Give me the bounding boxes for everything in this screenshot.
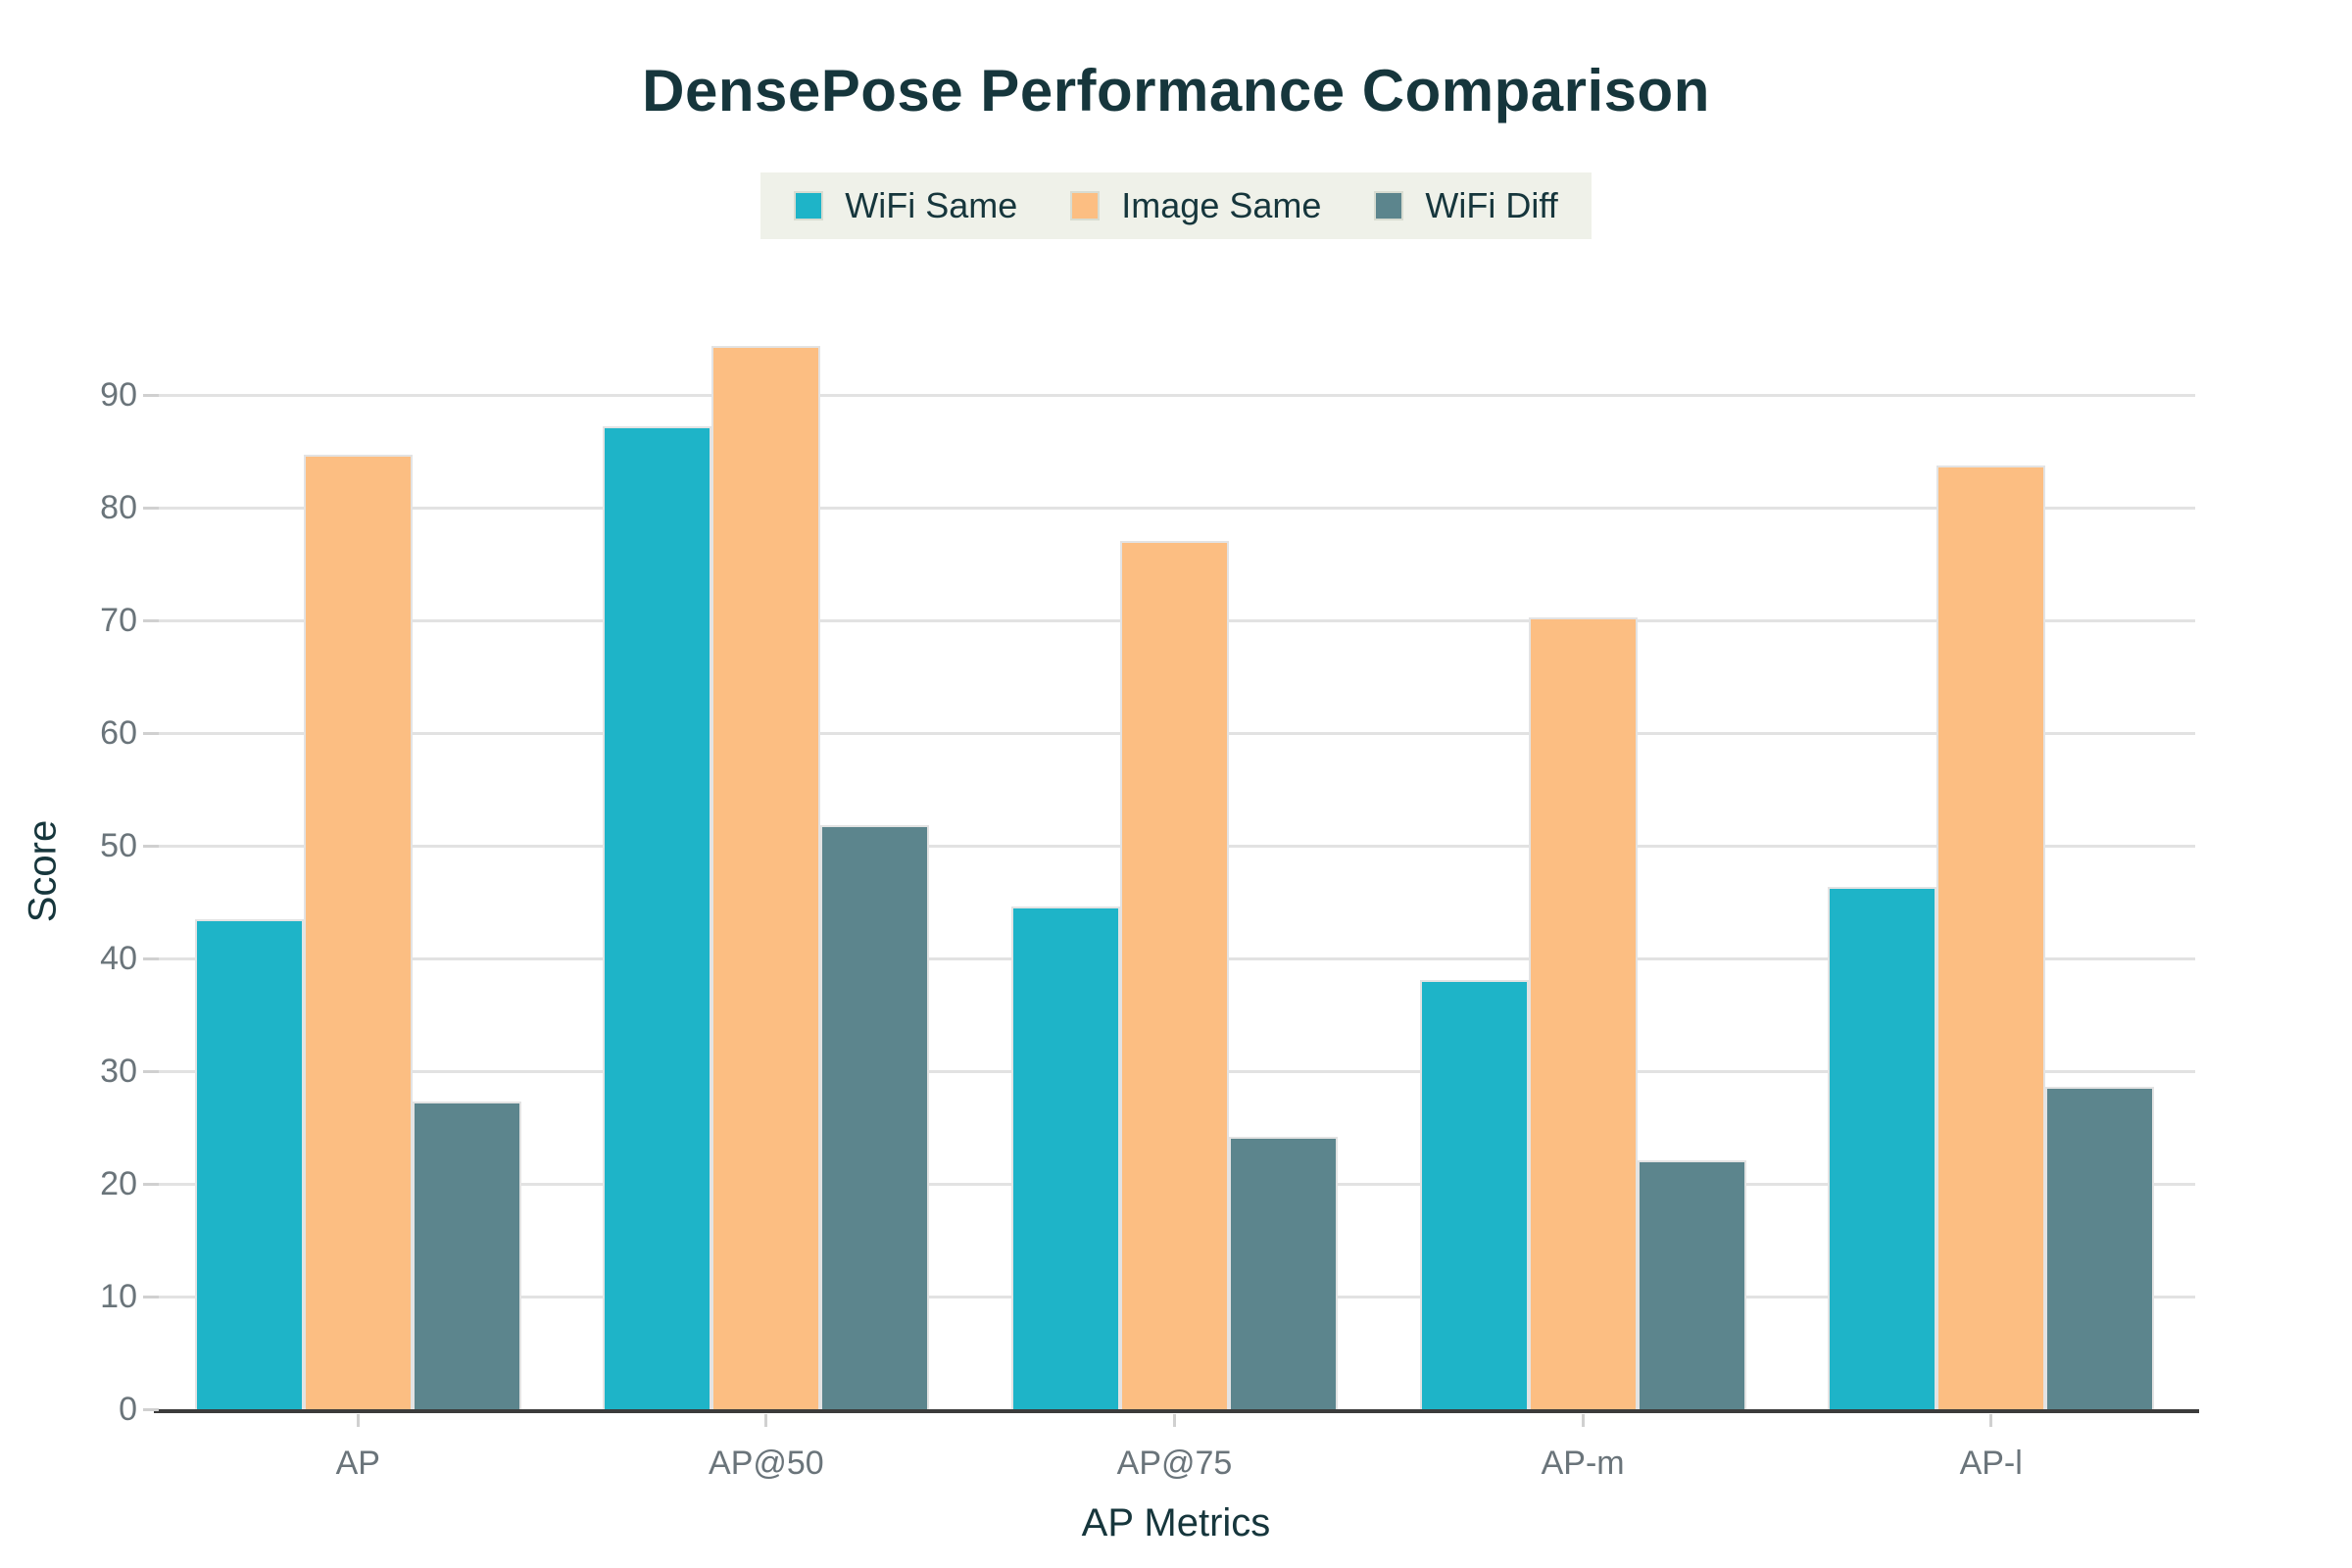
chart-title: DensePose Performance Comparison xyxy=(642,58,1710,123)
legend-item-wifi-same[interactable]: WiFi Same xyxy=(794,185,1017,226)
y-tick-mark xyxy=(143,393,159,397)
y-tick-label-40: 40 xyxy=(100,940,137,978)
x-tick-label-ap@75: AP@75 xyxy=(1116,1445,1233,1482)
bar-ap@75-image-same xyxy=(1120,540,1229,1409)
x-tick-mark xyxy=(764,1414,768,1427)
legend-swatch-icon xyxy=(1374,191,1404,220)
gridline-y-80 xyxy=(154,506,2195,510)
legend-item-image-same[interactable]: Image Same xyxy=(1070,185,1321,226)
y-tick-mark xyxy=(143,1069,159,1073)
legend-box: WiFi Same Image Same WiFi Diff xyxy=(760,172,1592,239)
plot-area xyxy=(154,333,2195,1409)
legend-label: Image Same xyxy=(1121,185,1322,225)
x-tick-mark xyxy=(1581,1414,1585,1427)
bar-ap-l-wifi-diff xyxy=(2045,1087,2155,1409)
y-tick-mark xyxy=(143,1182,159,1186)
x-axis-line xyxy=(154,1409,2199,1413)
y-tick-label-10: 10 xyxy=(100,1278,137,1316)
bar-ap-wifi-diff xyxy=(412,1102,521,1409)
y-tick-label-70: 70 xyxy=(100,602,137,640)
legend-swatch-icon xyxy=(794,191,824,220)
y-tick-label-20: 20 xyxy=(100,1165,137,1203)
x-tick-mark xyxy=(1989,1414,1993,1427)
gridline-y-90 xyxy=(154,393,2195,397)
bar-ap-image-same xyxy=(303,455,413,1409)
legend-swatch-icon xyxy=(1070,191,1101,220)
y-tick-label-30: 30 xyxy=(100,1053,137,1091)
y-tick-mark xyxy=(143,956,159,960)
y-tick-mark xyxy=(143,1407,159,1411)
bar-ap@50-wifi-diff xyxy=(820,825,930,1409)
bar-ap-l-image-same xyxy=(1936,465,2046,1409)
legend-label: WiFi Diff xyxy=(1425,185,1558,225)
bar-ap-m-wifi-same xyxy=(1419,979,1529,1409)
x-tick-label-ap-m: AP-m xyxy=(1541,1445,1625,1482)
legend-item-wifi-diff[interactable]: WiFi Diff xyxy=(1374,185,1558,226)
y-tick-mark xyxy=(143,731,159,735)
y-tick-label-80: 80 xyxy=(100,489,137,527)
x-tick-label-ap: AP xyxy=(335,1445,380,1482)
x-tick-label-ap@50: AP@50 xyxy=(709,1445,824,1482)
y-tick-label-0: 0 xyxy=(119,1391,137,1428)
bar-ap@75-wifi-diff xyxy=(1229,1136,1338,1409)
y-tick-label-90: 90 xyxy=(100,376,137,415)
x-tick-mark xyxy=(1173,1414,1176,1427)
bar-ap-m-wifi-diff xyxy=(1637,1159,1746,1409)
bar-ap-m-image-same xyxy=(1528,616,1638,1409)
y-tick-mark xyxy=(143,618,159,622)
y-tick-mark xyxy=(143,506,159,510)
y-tick-mark xyxy=(143,1295,159,1298)
x-tick-mark xyxy=(356,1414,360,1427)
bar-ap-l-wifi-same xyxy=(1828,886,1937,1409)
x-axis-title: AP Metrics xyxy=(1081,1501,1271,1544)
bar-ap@50-image-same xyxy=(711,345,821,1409)
y-tick-mark xyxy=(143,844,159,848)
legend: WiFi Same Image Same WiFi Diff xyxy=(0,172,2352,239)
legend-label: WiFi Same xyxy=(845,185,1018,225)
bar-ap@75-wifi-same xyxy=(1011,906,1120,1409)
y-tick-label-50: 50 xyxy=(100,827,137,865)
y-tick-label-60: 60 xyxy=(100,714,137,753)
bar-ap@50-wifi-same xyxy=(603,426,712,1409)
x-tick-label-ap-l: AP-l xyxy=(1959,1445,2023,1482)
bar-ap-wifi-same xyxy=(194,918,304,1409)
